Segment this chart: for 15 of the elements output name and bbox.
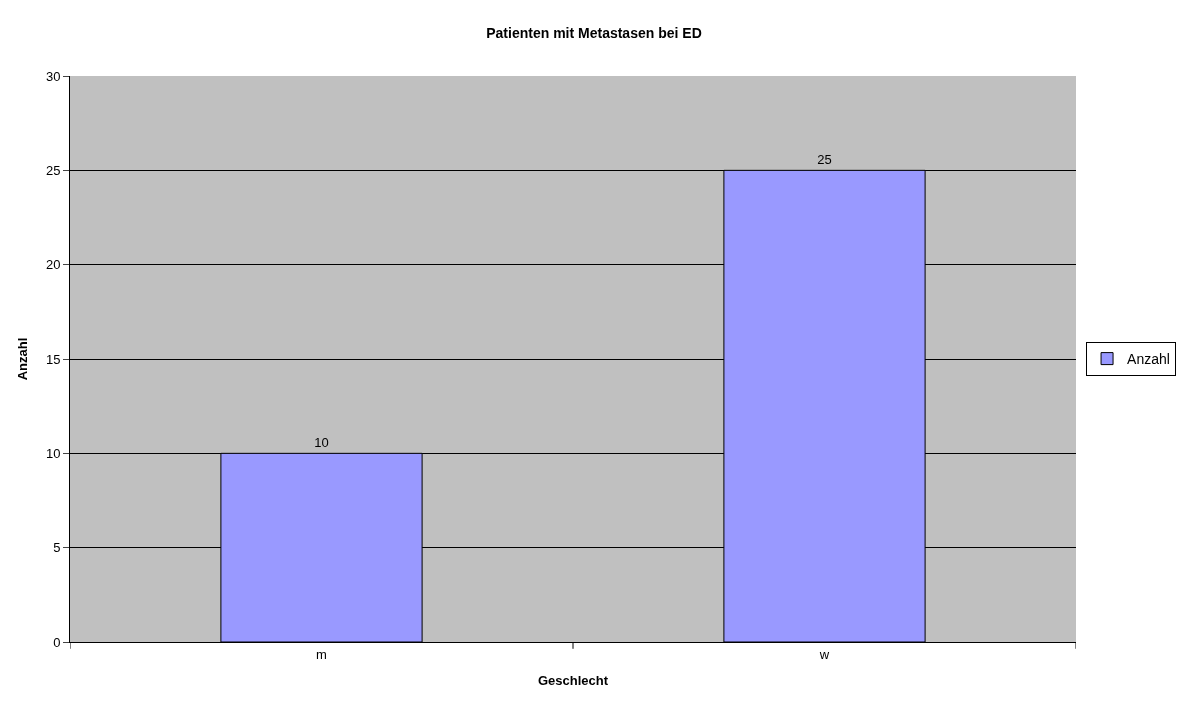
y-tick-label: 10: [45, 445, 61, 461]
y-axis-title: Anzahl: [14, 337, 30, 381]
y-tick-label: 0: [53, 634, 61, 650]
y-tick-label: 15: [45, 351, 61, 367]
data-label: 25: [817, 152, 832, 168]
data-label: 10: [314, 435, 329, 451]
y-tick-label: 20: [45, 257, 61, 273]
y-tick-label: 5: [53, 540, 61, 556]
y-tick-label: 25: [45, 162, 61, 178]
legend-label: Anzahl: [1127, 351, 1170, 368]
y-tick-label: 30: [45, 68, 61, 84]
x-tick-label: m: [316, 646, 327, 662]
x-axis-title: Geschlecht: [537, 673, 609, 689]
chart-title: Patienten mit Metastasen bei ED: [486, 24, 702, 41]
x-tick-label: w: [818, 646, 830, 662]
